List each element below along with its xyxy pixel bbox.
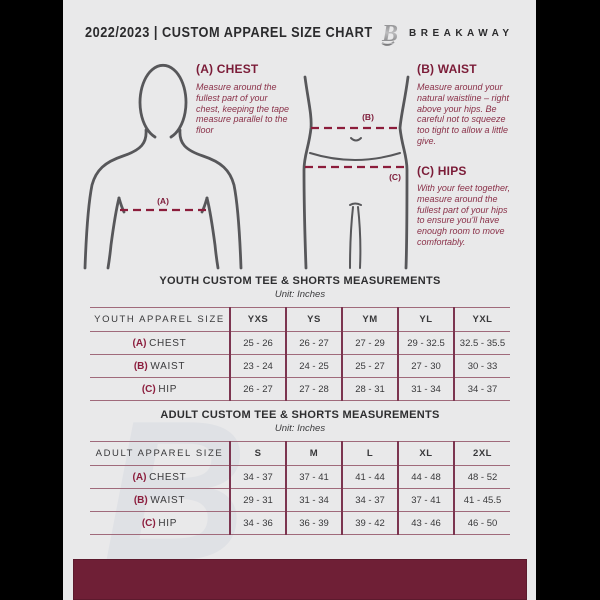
- waist-marker-label: (B): [362, 112, 374, 122]
- header-cell: ADULT APPAREL SIZE: [90, 441, 230, 466]
- table-row: (B) WAIST 29 - 31 31 - 34 34 - 37 37 - 4…: [90, 488, 510, 512]
- table-row: (A) CHEST 34 - 37 37 - 41 41 - 44 44 - 4…: [90, 465, 510, 489]
- hips-instructions: With your feet together, measure around …: [417, 183, 510, 247]
- header-cell: S: [229, 441, 286, 466]
- cell: 34 - 36: [229, 511, 286, 535]
- youth-table-title: YOUTH CUSTOM TEE & SHORTS MEASUREMENTS: [159, 275, 441, 287]
- table-row: (A) CHEST 25 - 26 26 - 27 27 - 29 29 - 3…: [90, 331, 510, 355]
- hips-marker-label: (C): [389, 172, 401, 182]
- row-label-cell: (B) WAIST: [90, 488, 230, 512]
- cell: 34 - 37: [341, 488, 398, 512]
- adult-table-title: ADULT CUSTOM TEE & SHORTS MEASUREMENTS: [160, 409, 440, 421]
- header-cell: L: [341, 441, 398, 466]
- row-prefix: (B): [133, 494, 148, 506]
- row-label-cell: (A) CHEST: [90, 465, 230, 489]
- youth-table-unit: Unit: Inches: [274, 289, 326, 300]
- adult-section-header: ADULT CUSTOM TEE & SHORTS MEASUREMENTS U…: [90, 409, 510, 434]
- row-label: WAIST: [150, 360, 186, 372]
- cell: 43 - 46: [397, 511, 454, 535]
- cell: 24 - 25: [285, 354, 342, 378]
- cell: 23 - 24: [229, 354, 286, 378]
- header-cell: YXL: [453, 307, 510, 332]
- brand-name: BREAKAWAY: [409, 28, 514, 39]
- breakaway-logo-icon: B: [376, 21, 398, 47]
- table-row: (B) WAIST 23 - 24 24 - 25 25 - 27 27 - 3…: [90, 354, 510, 378]
- row-label: CHEST: [149, 471, 187, 483]
- row-label: WAIST: [150, 494, 186, 506]
- cell: 44 - 48: [397, 465, 454, 489]
- cell: 25 - 26: [229, 331, 286, 355]
- table-row: (C) HIP 26 - 27 27 - 28 28 - 31 31 - 34 …: [90, 377, 510, 401]
- chest-marker-label: (A): [157, 196, 169, 206]
- row-prefix: (C): [141, 517, 156, 529]
- cell: 36 - 39: [285, 511, 342, 535]
- header-cell: YS: [285, 307, 342, 332]
- cell: 34 - 37: [229, 465, 286, 489]
- cell: 41 - 45.5: [453, 488, 510, 512]
- cell: 27 - 29: [341, 331, 398, 355]
- cell: 27 - 28: [285, 377, 342, 401]
- chest-instructions: Measure around the fullest part of your …: [196, 82, 290, 136]
- youth-section-header: YOUTH CUSTOM TEE & SHORTS MEASUREMENTS U…: [90, 275, 510, 300]
- table-header-row: YOUTH APPAREL SIZE YXS YS YM YL YXL: [90, 307, 510, 332]
- cell: 46 - 50: [453, 511, 510, 535]
- row-label: CHEST: [149, 337, 187, 349]
- measurement-figures-illustration: [83, 63, 410, 270]
- header-cell: 2XL: [453, 441, 510, 466]
- header-cell: XL: [397, 441, 454, 466]
- cell: 25 - 27: [341, 354, 398, 378]
- cell: 41 - 44: [341, 465, 398, 489]
- row-label: HIP: [158, 517, 178, 529]
- cell: 31 - 34: [285, 488, 342, 512]
- cell: 34 - 37: [453, 377, 510, 401]
- row-label: HIP: [158, 383, 178, 395]
- header-cell: YXS: [229, 307, 286, 332]
- row-prefix: (A): [132, 337, 147, 349]
- svg-text:B: B: [381, 21, 398, 47]
- cell: 26 - 27: [229, 377, 286, 401]
- chest-heading: (A) CHEST: [196, 62, 259, 76]
- row-label-cell: (C) HIP: [90, 377, 230, 401]
- cell: 28 - 31: [341, 377, 398, 401]
- header-cell: YM: [341, 307, 398, 332]
- figure-head: [138, 63, 188, 139]
- size-chart-page: B 2022/2023 | CUSTOM APPAREL SIZE CHART …: [63, 0, 536, 600]
- row-label-cell: (B) WAIST: [90, 354, 230, 378]
- cell: 29 - 32.5: [397, 331, 454, 355]
- adult-table-unit: Unit: Inches: [274, 423, 326, 434]
- cell: 30 - 33: [453, 354, 510, 378]
- youth-size-table: YOUTH APPAREL SIZE YXS YS YM YL YXL (A) …: [90, 307, 510, 401]
- table-header-row: ADULT APPAREL SIZE S M L XL 2XL: [90, 441, 510, 466]
- row-prefix: (A): [132, 471, 147, 483]
- cell: 39 - 42: [341, 511, 398, 535]
- waist-heading: (B) WAIST: [417, 62, 477, 76]
- footer-bar: [73, 559, 527, 600]
- page-title: 2022/2023 | CUSTOM APPAREL SIZE CHART: [85, 24, 373, 41]
- cell: 26 - 27: [285, 331, 342, 355]
- adult-size-table: ADULT APPAREL SIZE S M L XL 2XL (A) CHES…: [90, 441, 510, 535]
- cell: 31 - 34: [397, 377, 454, 401]
- cell: 37 - 41: [397, 488, 454, 512]
- hips-heading: (C) HIPS: [417, 164, 467, 178]
- table-row: (C) HIP 34 - 36 36 - 39 39 - 42 43 - 46 …: [90, 511, 510, 535]
- waist-instructions: Measure around your natural waistline – …: [417, 82, 510, 146]
- header-cell: YL: [397, 307, 454, 332]
- row-prefix: (B): [133, 360, 148, 372]
- row-label-cell: (A) CHEST: [90, 331, 230, 355]
- cell: 48 - 52: [453, 465, 510, 489]
- cell: 27 - 30: [397, 354, 454, 378]
- row-prefix: (C): [141, 383, 156, 395]
- cell: 37 - 41: [285, 465, 342, 489]
- header-cell: YOUTH APPAREL SIZE: [90, 307, 230, 332]
- cell: 29 - 31: [229, 488, 286, 512]
- header-cell: M: [285, 441, 342, 466]
- row-label-cell: (C) HIP: [90, 511, 230, 535]
- cell: 32.5 - 35.5: [453, 331, 510, 355]
